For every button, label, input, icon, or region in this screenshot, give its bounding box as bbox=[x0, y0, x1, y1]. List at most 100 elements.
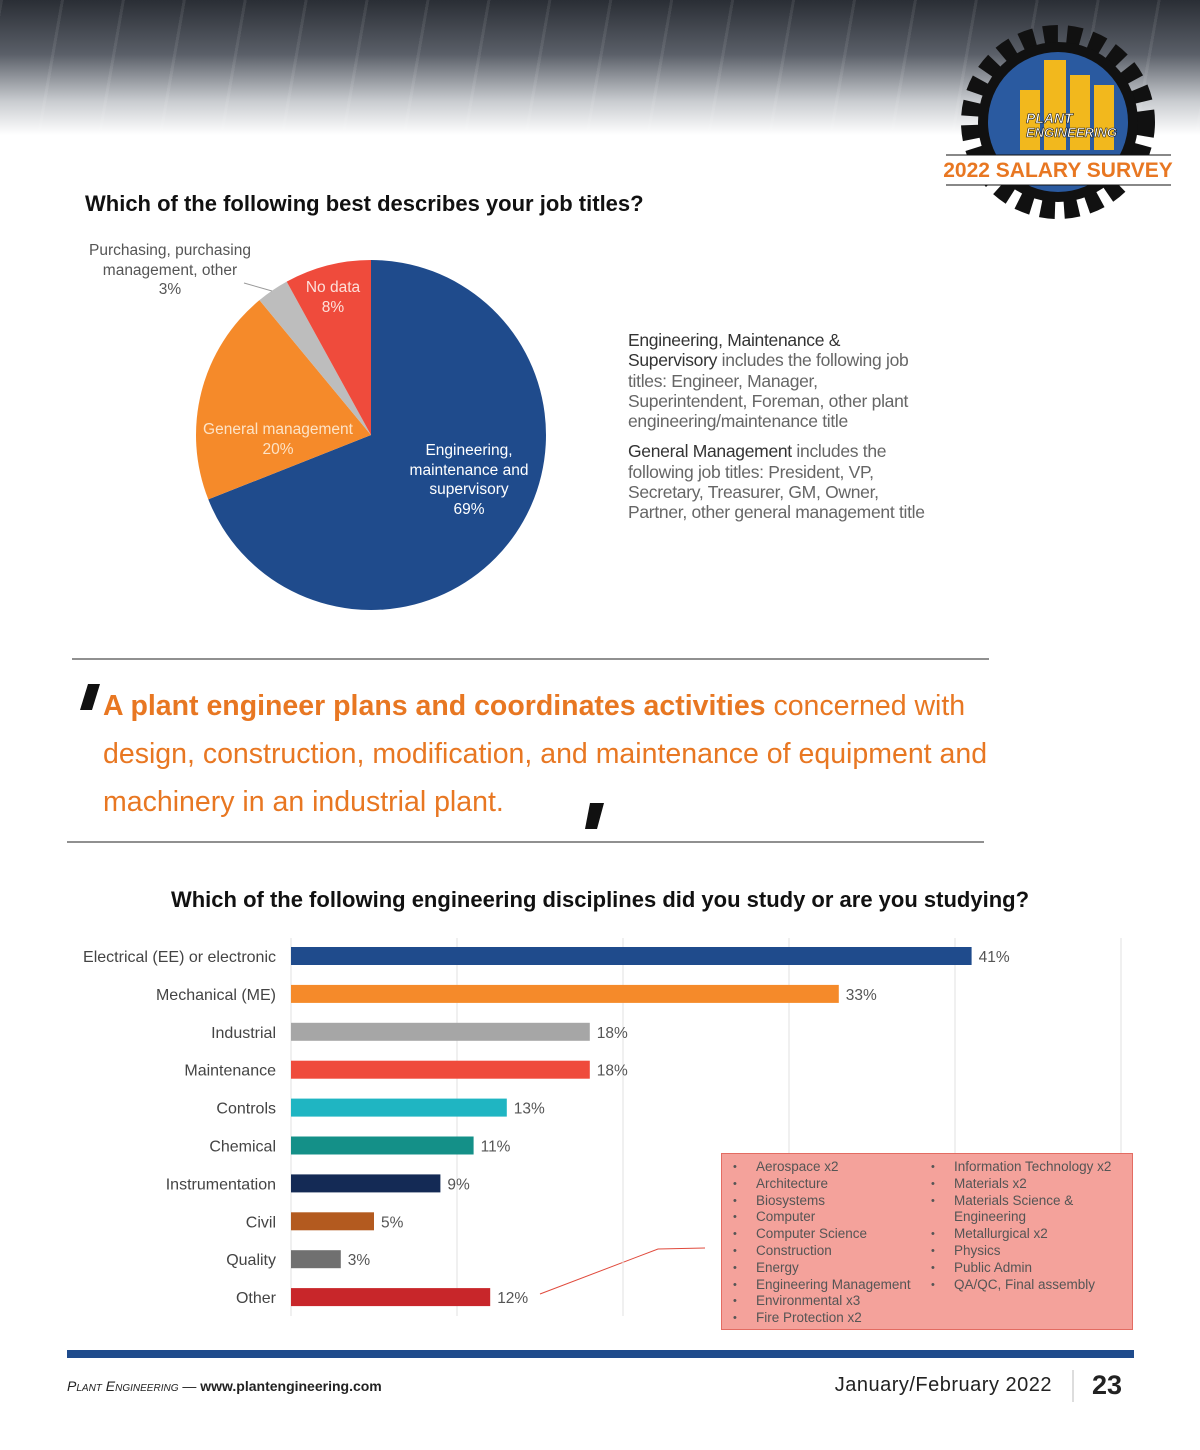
gear-teeth bbox=[961, 25, 1155, 219]
slice-label: No data 8% bbox=[288, 278, 378, 317]
value-label: 9% bbox=[447, 1176, 470, 1193]
other-item: Materials Science & Engineering bbox=[931, 1193, 1139, 1227]
definition: General Management includes the followin… bbox=[628, 441, 928, 522]
value-label: 3% bbox=[348, 1252, 371, 1269]
other-item: Fire Protection x2 bbox=[733, 1310, 946, 1327]
other-item: Metallurgical x2 bbox=[931, 1226, 1139, 1243]
slice-name: General management bbox=[203, 421, 353, 438]
slice-value: 8% bbox=[321, 298, 345, 316]
footer-bar bbox=[67, 1350, 1134, 1358]
definition-text: includes the following job titles: Presi… bbox=[628, 441, 925, 523]
other-list: Aerospace x2ArchitectureBiosystems Comput… bbox=[732, 1159, 946, 1327]
other-list: Information Technology x2Materials x2Mat… bbox=[930, 1159, 1139, 1293]
quote-text: concerned with design, construction, mod… bbox=[103, 690, 988, 818]
value-label: 18% bbox=[597, 1063, 628, 1080]
bar bbox=[291, 1022, 590, 1041]
value-label: 12% bbox=[497, 1290, 528, 1307]
slice-name: Engineering, maintenance and supervisory bbox=[409, 442, 529, 498]
bar bbox=[291, 984, 839, 1003]
other-item: Energy bbox=[733, 1260, 946, 1277]
leader-line bbox=[243, 282, 273, 292]
definitions: Engineering, Maintenance & Supervisory i… bbox=[628, 330, 928, 533]
term: General Management bbox=[628, 441, 792, 462]
bar bbox=[291, 1060, 590, 1079]
slice-name: No data bbox=[305, 279, 361, 296]
quote-emphasis: A plant engineer plans and coordinates a… bbox=[103, 690, 766, 722]
badge bbox=[946, 155, 1171, 185]
category-label: Industrial bbox=[211, 1025, 276, 1042]
definition: Engineering, Maintenance & Supervisory i… bbox=[628, 330, 928, 431]
other-item: QA/QC, Final assembly bbox=[931, 1277, 1139, 1294]
other-item: Public Admin bbox=[931, 1260, 1139, 1277]
logo-bar bbox=[1070, 75, 1090, 150]
bar bbox=[291, 1174, 441, 1193]
other-box: Aerospace x2ArchitectureBiosystems Comput… bbox=[721, 1153, 1133, 1330]
category-label: Electrical (EE) or electronic bbox=[83, 949, 276, 966]
logo-bar bbox=[1094, 85, 1114, 150]
pie-slice bbox=[286, 260, 371, 435]
slice-name: Purchasing, purchasing management, other bbox=[89, 242, 251, 279]
category-label: Other bbox=[236, 1290, 277, 1307]
definition-text: includes the following job titles: Engin… bbox=[628, 350, 909, 432]
value-label: 41% bbox=[979, 949, 1010, 966]
other-item: Construction bbox=[733, 1243, 946, 1260]
bar bbox=[291, 947, 972, 965]
pie-slice bbox=[208, 260, 546, 610]
slice-value: 3% bbox=[158, 281, 182, 298]
slice-value: 20% bbox=[262, 440, 294, 458]
quote-mark bbox=[585, 803, 604, 829]
logo-bar bbox=[1020, 90, 1040, 150]
chart-title: Which of the following engineering disci… bbox=[170, 887, 1030, 912]
pull-quote: A plant engineer plans and coordinates a… bbox=[103, 682, 1003, 826]
category-label: Controls bbox=[216, 1101, 276, 1118]
url: www.plantengineering.com bbox=[200, 1378, 382, 1394]
bar bbox=[291, 1098, 507, 1117]
term: Engineering, Maintenance & Supervisory bbox=[628, 330, 841, 371]
bar bbox=[291, 1212, 374, 1231]
category-label: Chemical bbox=[209, 1139, 276, 1156]
category-label: Instrumentation bbox=[166, 1176, 276, 1193]
page-number: 23 bbox=[1092, 1370, 1123, 1400]
value-label: 33% bbox=[846, 987, 877, 1004]
publication: Plant Engineering bbox=[67, 1378, 179, 1394]
pie-slice bbox=[259, 281, 371, 435]
other-item: Aerospace x2 bbox=[733, 1159, 946, 1176]
issue: January/February 2022 bbox=[834, 1374, 1052, 1396]
other-item: Biosystems bbox=[733, 1193, 946, 1210]
slice-value: 69% bbox=[453, 500, 485, 518]
logo-text: PLANT bbox=[1026, 110, 1074, 126]
category-label: Maintenance bbox=[184, 1063, 276, 1080]
connector bbox=[539, 1247, 706, 1295]
other-item: Architecture bbox=[733, 1176, 946, 1193]
category-label: Civil bbox=[246, 1214, 276, 1231]
logo: PLANT ENGINEERING 2022 SALARY SURVEY bbox=[943, 25, 1173, 219]
other-item: Physics bbox=[931, 1243, 1139, 1260]
value-label: 11% bbox=[481, 1139, 511, 1156]
chart-title: Which of the following best describes yo… bbox=[85, 191, 644, 216]
badge-text: 2022 SALARY SURVEY bbox=[943, 159, 1173, 182]
value-label: 18% bbox=[597, 1025, 628, 1042]
logo-bar bbox=[1044, 60, 1066, 150]
pie-slice bbox=[196, 300, 371, 500]
other-item: Environmental x3 bbox=[733, 1293, 946, 1310]
slice-label: General management 20% bbox=[183, 420, 373, 459]
other-item: Engineering Management bbox=[733, 1277, 946, 1294]
other-item: Computer Science bbox=[733, 1226, 946, 1243]
other-item: Materials x2 bbox=[931, 1176, 1139, 1193]
bar bbox=[291, 1136, 474, 1155]
quote-mark bbox=[80, 684, 100, 710]
value-label: 13% bbox=[514, 1101, 545, 1118]
separator: — bbox=[182, 1378, 197, 1394]
category-label: Mechanical (ME) bbox=[156, 987, 276, 1004]
footer-left: Plant Engineering — www.plantengineering… bbox=[67, 1378, 382, 1394]
logo-text: ENGINEERING bbox=[1026, 125, 1117, 140]
other-item: Information Technology x2 bbox=[931, 1159, 1139, 1176]
value-label: 5% bbox=[381, 1214, 404, 1231]
bar bbox=[291, 1250, 341, 1269]
slice-label: Purchasing, purchasing management, other… bbox=[75, 241, 265, 300]
category-label: Quality bbox=[226, 1252, 276, 1269]
bar bbox=[291, 1288, 491, 1307]
slice-label: Engineering, maintenance and supervisory… bbox=[397, 441, 542, 519]
